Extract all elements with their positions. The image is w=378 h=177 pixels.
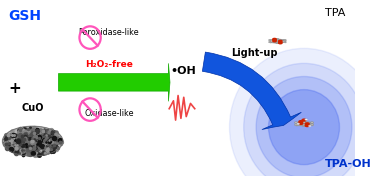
Text: H₂O₂-free: H₂O₂-free [85,60,133,69]
Circle shape [294,124,297,125]
Circle shape [276,42,279,44]
Text: TPA-OH: TPA-OH [325,159,372,169]
Circle shape [284,39,286,41]
Circle shape [311,122,314,123]
Circle shape [302,124,305,125]
Circle shape [297,123,300,124]
Circle shape [302,125,305,127]
Circle shape [305,125,309,127]
Circle shape [311,124,314,125]
Text: TPA: TPA [325,8,345,18]
Circle shape [294,122,297,123]
Circle shape [308,125,311,127]
Circle shape [284,41,286,43]
Ellipse shape [244,63,364,177]
Text: •OH: •OH [170,66,196,76]
Circle shape [279,40,282,42]
Circle shape [273,40,276,42]
Circle shape [302,119,306,121]
Circle shape [305,123,309,125]
Circle shape [268,39,271,41]
Ellipse shape [256,76,352,177]
Text: GSH: GSH [8,10,41,24]
Ellipse shape [229,48,378,177]
Text: CuO: CuO [22,103,44,113]
Circle shape [3,126,63,156]
Circle shape [302,121,305,122]
Circle shape [268,41,271,43]
Text: Oxidase-like: Oxidase-like [84,109,134,118]
Ellipse shape [268,90,339,165]
Text: Light-up: Light-up [231,48,277,58]
Circle shape [276,38,279,40]
Circle shape [276,41,279,43]
Circle shape [276,39,279,41]
Circle shape [299,122,303,124]
Text: Peroxidase-like: Peroxidase-like [79,28,139,37]
Circle shape [302,122,306,123]
Circle shape [273,38,276,40]
Circle shape [279,42,282,44]
Circle shape [305,119,307,120]
Circle shape [299,121,303,123]
Text: +: + [9,81,21,96]
